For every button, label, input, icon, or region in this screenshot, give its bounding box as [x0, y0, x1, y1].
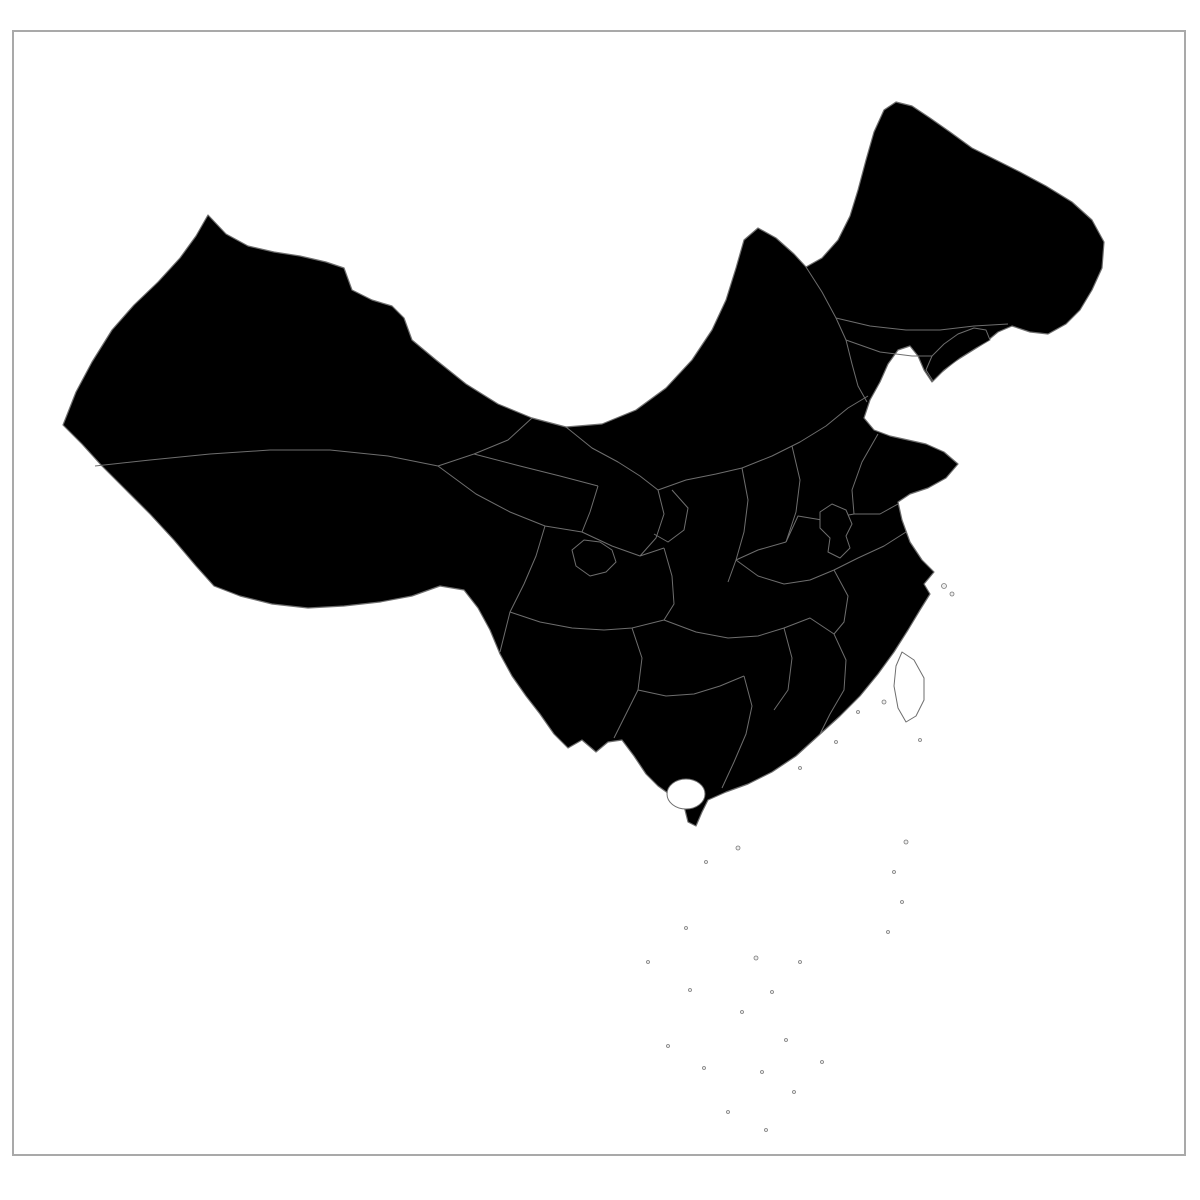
province-borders [94, 266, 1009, 789]
hainan-island [666, 778, 706, 810]
region-huaibei-anhui [819, 503, 853, 559]
region-chengdu-sichuan [571, 539, 617, 577]
region-liaodong-peninsula [925, 327, 991, 382]
islands [646, 583, 955, 1132]
highlighted-regions [571, 327, 991, 577]
china-mainland [62, 101, 1105, 827]
small-islands [646, 583, 955, 1132]
taiwan-island [893, 651, 925, 723]
